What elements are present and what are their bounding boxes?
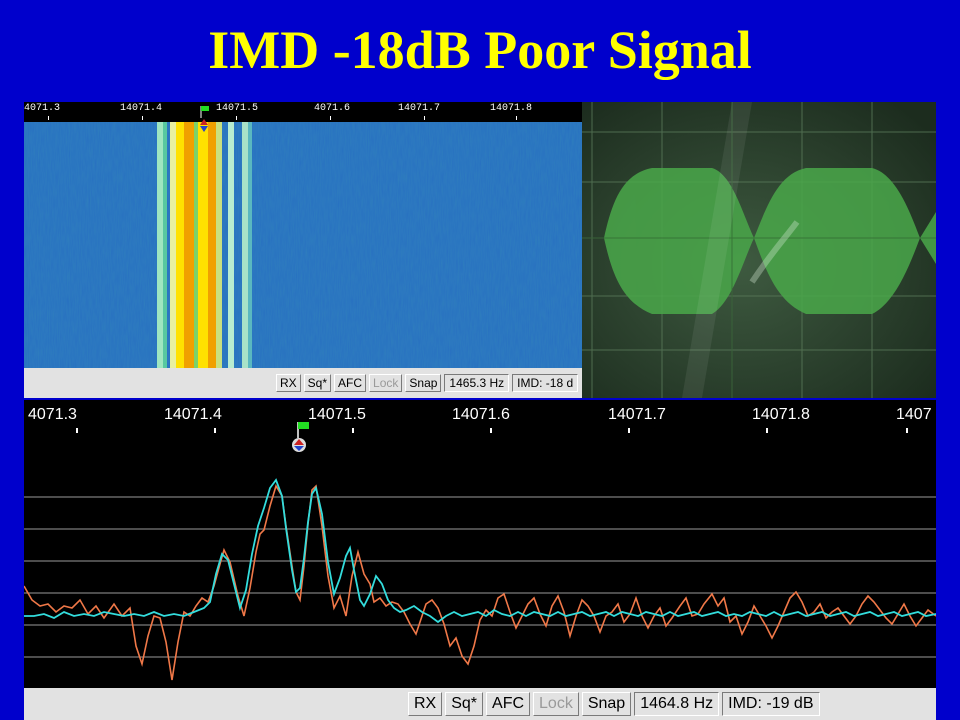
lock-button[interactable]: Lock <box>369 374 403 392</box>
spectrum-tick-label: 14071.8 <box>752 406 810 423</box>
snap-button[interactable]: Snap <box>581 692 632 716</box>
spectrum-tick-mark <box>906 428 908 433</box>
spectrum-tuning-cursor[interactable] <box>288 420 312 456</box>
afc-button[interactable]: AFC <box>486 692 531 716</box>
snap-button[interactable]: Snap <box>405 374 442 392</box>
waterfall-signal-band <box>184 122 194 368</box>
slide-title: IMD -18dB Poor Signal <box>208 20 752 80</box>
waterfall-signal-band <box>216 122 222 368</box>
spectrum-tick-label: 14071.7 <box>608 406 666 423</box>
squelch-button[interactable]: Sq* <box>445 692 484 716</box>
spectrum-tick-mark <box>490 428 492 433</box>
imd-readout: IMD: -19 dB <box>722 692 820 716</box>
waterfall-signal-band <box>194 122 198 368</box>
waterfall-signal-band <box>157 122 163 368</box>
waterfall-tick-label: 14071.8 <box>490 103 533 114</box>
waterfall-status-bar: RX Sq* AFC Lock Snap 1465.3 Hz IMD: -18 … <box>276 374 579 392</box>
imd-readout: IMD: -18 d <box>512 374 579 392</box>
waterfall-signal-band <box>228 122 234 368</box>
waterfall-tick-label: 14071.5 <box>216 103 259 114</box>
waterfall-tick-label: 4071.6 <box>314 103 351 114</box>
waterfall-signal-band <box>198 122 208 368</box>
waterfall-panel: 4071.3 14071.4 14071.5 4071.6 14071.7 14… <box>24 102 584 398</box>
waterfall-tick-mark <box>424 116 425 120</box>
averaged-spectrum-trace <box>24 478 936 624</box>
frequency-readout: 1464.8 Hz <box>634 692 720 716</box>
waterfall-tick-mark <box>330 116 331 120</box>
spectrum-tick-label: 4071.3 <box>28 406 77 423</box>
waterfall-tick-label: 14071.4 <box>120 103 163 114</box>
waterfall-tick-mark <box>236 116 237 120</box>
waterfall-signal-band <box>242 122 248 368</box>
spectrum-tick-mark <box>352 428 354 433</box>
spectrum-tick-mark <box>628 428 630 433</box>
frequency-readout: 1465.3 Hz <box>444 374 510 392</box>
waterfall-signal-band <box>248 122 252 368</box>
waterfall-frequency-scale[interactable]: 4071.3 14071.4 14071.5 4071.6 14071.7 14… <box>24 102 584 122</box>
spectrum-status-bar: RX Sq* AFC Lock Snap 1464.8 Hz IMD: -19 … <box>408 692 820 716</box>
spectrum-tick-label: 14071.4 <box>164 406 222 423</box>
waterfall-display[interactable] <box>24 122 584 368</box>
waterfall-tick-label: 4071.3 <box>24 103 61 114</box>
rx-button[interactable]: RX <box>408 692 443 716</box>
spectrum-panel: 4071.3 14071.4 14071.5 14071.6 14071.7 1… <box>24 400 936 720</box>
oscilloscope-photo <box>582 102 936 398</box>
waterfall-signal-band <box>163 122 167 368</box>
spectrum-tick-mark <box>76 428 78 433</box>
cursor-flag-icon <box>201 106 209 111</box>
spectrum-display[interactable] <box>24 466 936 688</box>
waterfall-tick-mark <box>142 116 143 120</box>
scope-envelope <box>604 168 936 314</box>
squelch-button[interactable]: Sq* <box>303 374 332 392</box>
waterfall-signal-band <box>208 122 216 368</box>
rx-button[interactable]: RX <box>276 374 301 392</box>
lock-button[interactable]: Lock <box>533 692 579 716</box>
waterfall-tick-label: 14071.7 <box>398 103 441 114</box>
spectrum-tick-label: 14071.6 <box>452 406 510 423</box>
instant-spectrum-trace <box>24 484 936 681</box>
cursor-flag-icon <box>298 422 309 429</box>
waterfall-tuning-cursor[interactable] <box>198 104 210 138</box>
waterfall-tick-mark <box>48 116 49 120</box>
waterfall-signal-band <box>170 122 176 368</box>
waterfall-signal-band <box>176 122 184 368</box>
spectrum-gridlines <box>24 496 936 658</box>
waterfall-tick-mark <box>516 116 517 120</box>
spectrum-frequency-scale[interactable]: 4071.3 14071.4 14071.5 14071.6 14071.7 1… <box>24 400 936 466</box>
spectrum-tick-mark <box>214 428 216 433</box>
afc-button[interactable]: AFC <box>334 374 367 392</box>
spectrum-tick-label: 1407 <box>896 406 932 423</box>
spectrum-tick-label: 14071.5 <box>308 406 366 423</box>
spectrum-tick-mark <box>766 428 768 433</box>
